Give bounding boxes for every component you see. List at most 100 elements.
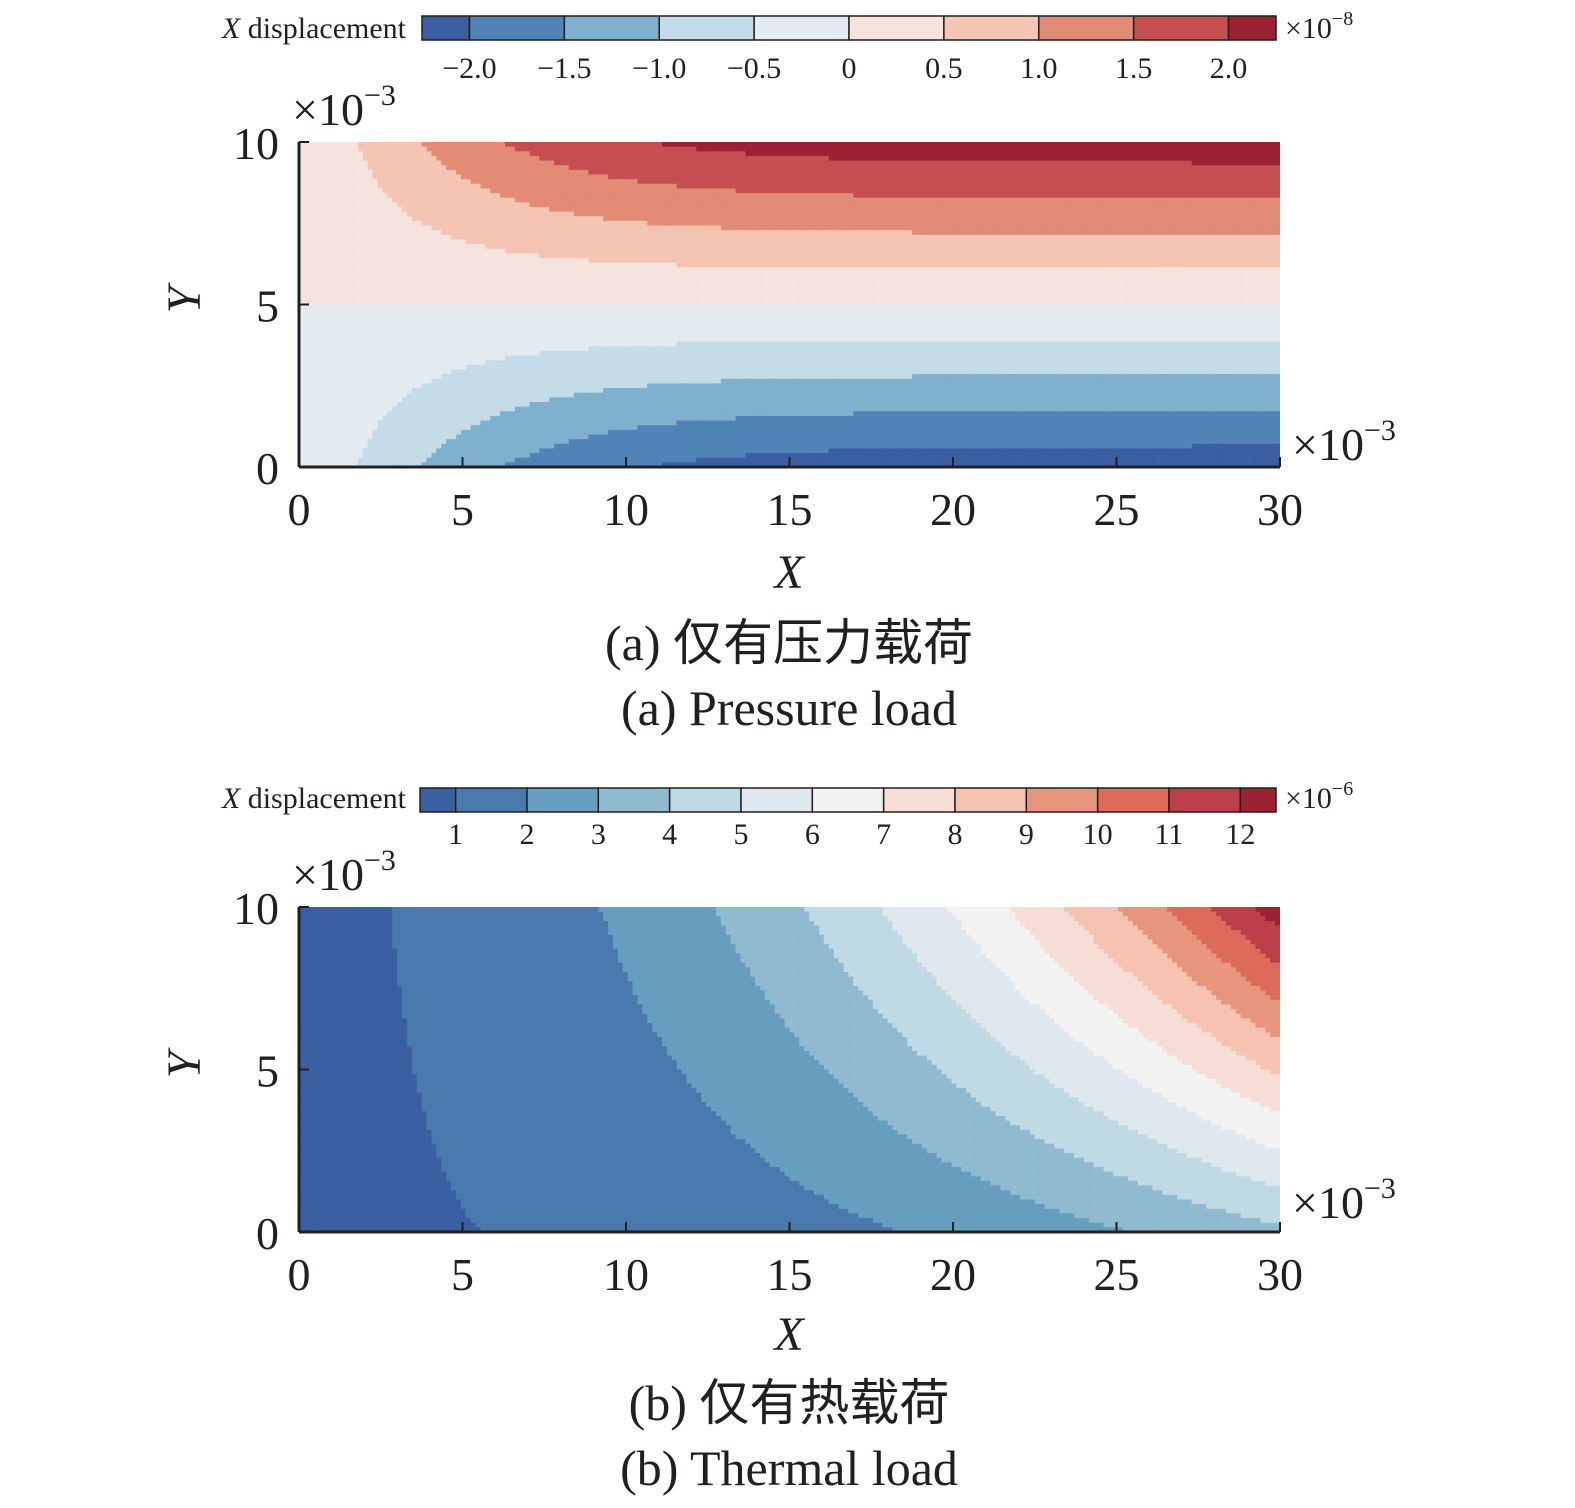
heatmap-cell [995, 155, 1002, 162]
heatmap-cell [1191, 174, 1198, 180]
heatmap-cell [833, 230, 840, 236]
heatmap-cell [1240, 207, 1247, 213]
heatmap-cell [1191, 239, 1198, 245]
heatmap-cell [1000, 248, 1006, 255]
heatmap-cell [612, 151, 619, 157]
heatmap-cell [573, 183, 580, 190]
heatmap-cell [1167, 225, 1173, 231]
heatmap-cell [946, 146, 952, 152]
heatmap-cell [455, 244, 462, 250]
heatmap-cell [627, 207, 634, 213]
heatmap-cell [1078, 142, 1085, 148]
heatmap-cell [858, 188, 864, 194]
heatmap-cell [588, 165, 594, 171]
heatmap-cell [451, 211, 457, 217]
heatmap-cell [760, 183, 766, 190]
heatmap-cell [946, 244, 952, 250]
heatmap-cell [1132, 230, 1139, 236]
heatmap-cell [715, 207, 722, 213]
heatmap-cell [715, 216, 722, 222]
heatmap-cell [661, 179, 668, 185]
heatmap-cell [544, 146, 550, 152]
heatmap-cell [823, 146, 830, 152]
heatmap-cell [573, 174, 580, 180]
heatmap-cell [416, 244, 423, 250]
heatmap-cell [519, 165, 526, 171]
heatmap-cell [539, 207, 545, 213]
heatmap-cell [612, 211, 619, 217]
heatmap-cell [725, 151, 732, 157]
heatmap-cell [1265, 174, 1271, 180]
heatmap-cell [1260, 160, 1266, 166]
heatmap-cell [303, 169, 310, 176]
heatmap-cell [946, 248, 952, 255]
heatmap-cell [333, 197, 339, 203]
heatmap-cell [774, 211, 781, 217]
heatmap-cell [921, 188, 928, 194]
heatmap-cell [1024, 169, 1031, 176]
heatmap-cell [544, 155, 550, 162]
heatmap-cell [966, 216, 972, 222]
heatmap-cell [995, 244, 1002, 250]
heatmap-cell [460, 225, 467, 231]
heatmap-cell [1230, 142, 1237, 148]
heatmap-cell [970, 160, 977, 166]
heatmap-cell [926, 225, 933, 231]
heatmap-cell [828, 151, 835, 157]
heatmap-cell [877, 244, 884, 250]
heatmap-cell [1098, 155, 1105, 162]
heatmap-cell [1083, 216, 1090, 222]
heatmap-cell [377, 230, 383, 236]
heatmap-cell [951, 188, 957, 194]
heatmap-cell [1049, 165, 1055, 171]
heatmap-cell [1275, 142, 1280, 148]
heatmap-cell [946, 183, 952, 190]
heatmap-cell [990, 165, 997, 171]
heatmap-cell [764, 151, 771, 157]
heatmap-cell [1206, 169, 1212, 176]
heatmap-cell [343, 193, 349, 199]
heatmap-cell [352, 183, 359, 190]
heatmap-cell [593, 193, 599, 199]
heatmap-cell [921, 220, 928, 227]
heatmap-cell [892, 253, 898, 259]
heatmap-cell [1181, 220, 1188, 227]
heatmap-cell [701, 165, 707, 171]
heatmap-cell [661, 216, 668, 222]
heatmap-cell [764, 188, 771, 194]
heatmap-cell [1093, 211, 1100, 217]
heatmap-cell [1069, 220, 1075, 227]
heatmap-cell [1240, 234, 1247, 241]
heatmap-cell [671, 225, 678, 231]
heatmap-cell [1098, 179, 1105, 185]
heatmap-cell [1029, 174, 1036, 180]
heatmap-cell [406, 197, 413, 203]
heatmap-cell [303, 220, 310, 227]
heatmap-cell [730, 202, 737, 208]
heatmap-cell [451, 202, 457, 208]
heatmap-cell [485, 234, 491, 241]
heatmap-cell [490, 160, 496, 166]
heatmap-cell [1147, 230, 1154, 236]
heatmap-cell [1260, 248, 1266, 255]
heatmap-cell [1152, 193, 1158, 199]
heatmap-cell [470, 234, 477, 241]
heatmap-cell [1044, 248, 1051, 255]
heatmap-cell [666, 155, 673, 162]
heatmap-cell [701, 220, 707, 227]
heatmap-cell [848, 193, 854, 199]
heatmap-cell [416, 193, 423, 199]
heatmap-cell [505, 142, 511, 148]
heatmap-cell [1132, 244, 1139, 250]
heatmap-cell [799, 142, 805, 148]
heatmap-cell [681, 169, 688, 176]
heatmap-cell [657, 234, 663, 241]
heatmap-cell [715, 174, 722, 180]
heatmap-cell [715, 165, 722, 171]
heatmap-cell [867, 248, 874, 255]
heatmap-cell [1201, 234, 1208, 241]
heatmap-cell [730, 207, 737, 213]
heatmap-cell [421, 216, 428, 222]
heatmap-cell [838, 165, 845, 171]
heatmap-cell [1240, 179, 1247, 185]
